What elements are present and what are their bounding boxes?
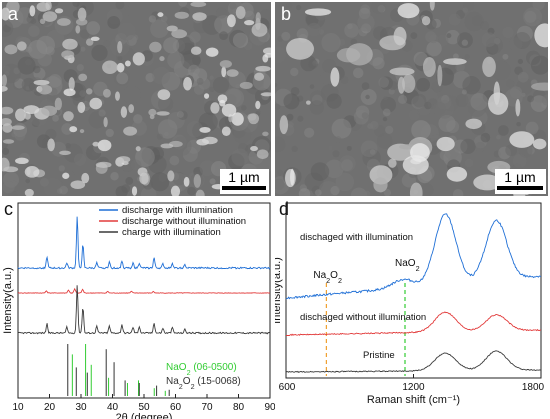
ref-legend-na2o2: Na2O2 (15-0068) [166, 376, 241, 391]
panel-letter-c: c [4, 199, 13, 219]
scalebar-label-a: 1 µm [228, 169, 259, 185]
panel-letter-b: b [281, 4, 292, 24]
raman-chart: Intensity(a.u.) 600 1200 1800 Raman shift (c… [275, 202, 545, 406]
series-label-d-2: Pristine [363, 350, 395, 361]
x-tick-label-c: 80 [233, 402, 245, 413]
scalebar-a: 1 µm [220, 169, 269, 194]
sem-image-a: a 1 µm [2, 2, 271, 196]
x-tick-label-c: 30 [75, 402, 87, 413]
marker-label-d-0: Na2O2 [313, 270, 342, 285]
series-line-d-1 [286, 311, 541, 337]
sem-image-b: b 1 µm [275, 2, 548, 196]
y-axis-label-d: Intensity(a.u.) [275, 257, 283, 324]
xrd-chart: Intensity(a.u.) 10 20 30 40 50 60 70 80 90 2θ (deg… [2, 202, 275, 419]
x-tick-label-c: 40 [107, 402, 119, 413]
series-line-c-2 [17, 285, 271, 335]
x-tick-label-c: 70 [201, 402, 213, 413]
sem-texture-b [275, 2, 548, 196]
x-tick-label-c: 20 [44, 402, 56, 413]
x-tick-label-d: 600 [279, 382, 296, 393]
scalebar-label-b: 1 µm [504, 169, 535, 185]
x-axis-label-d: Raman shift (cm⁻¹) [367, 394, 460, 406]
x-tick-label-d: 1800 [522, 382, 545, 393]
marker-label-d-1: NaO2 [395, 258, 420, 273]
panel-letter-a: a [8, 4, 19, 24]
legend-label-c-1: discharge without illumination [122, 216, 246, 227]
x-tick-label-c: 90 [264, 402, 275, 413]
series-label-d-1: dischaged without illumination [300, 312, 426, 323]
x-tick-label-c: 50 [138, 402, 150, 413]
y-axis-label-c: Intensity(a.u.) [2, 267, 14, 334]
legend-label-c-0: discharge with illumination [122, 205, 233, 216]
ref-legend-nao2: NaO2 (06-0500) [166, 362, 237, 377]
x-tick-label-c: 10 [12, 402, 24, 413]
legend-label-c-2: charge with illumination [122, 227, 221, 238]
x-axis-label-c: 2θ (degree) [116, 412, 173, 419]
panel-letter-d: d [279, 199, 290, 219]
series-line-c-1 [17, 287, 271, 294]
series-label-d-0: dischaged with illumination [300, 232, 413, 243]
series-line-c-0 [17, 216, 271, 270]
scalebar-b: 1 µm [495, 169, 546, 194]
x-tick-label-d: 1200 [402, 382, 425, 393]
series-line-d-2 [285, 350, 541, 373]
series-line-d-0 [285, 213, 541, 300]
x-tick-label-c: 60 [170, 402, 182, 413]
